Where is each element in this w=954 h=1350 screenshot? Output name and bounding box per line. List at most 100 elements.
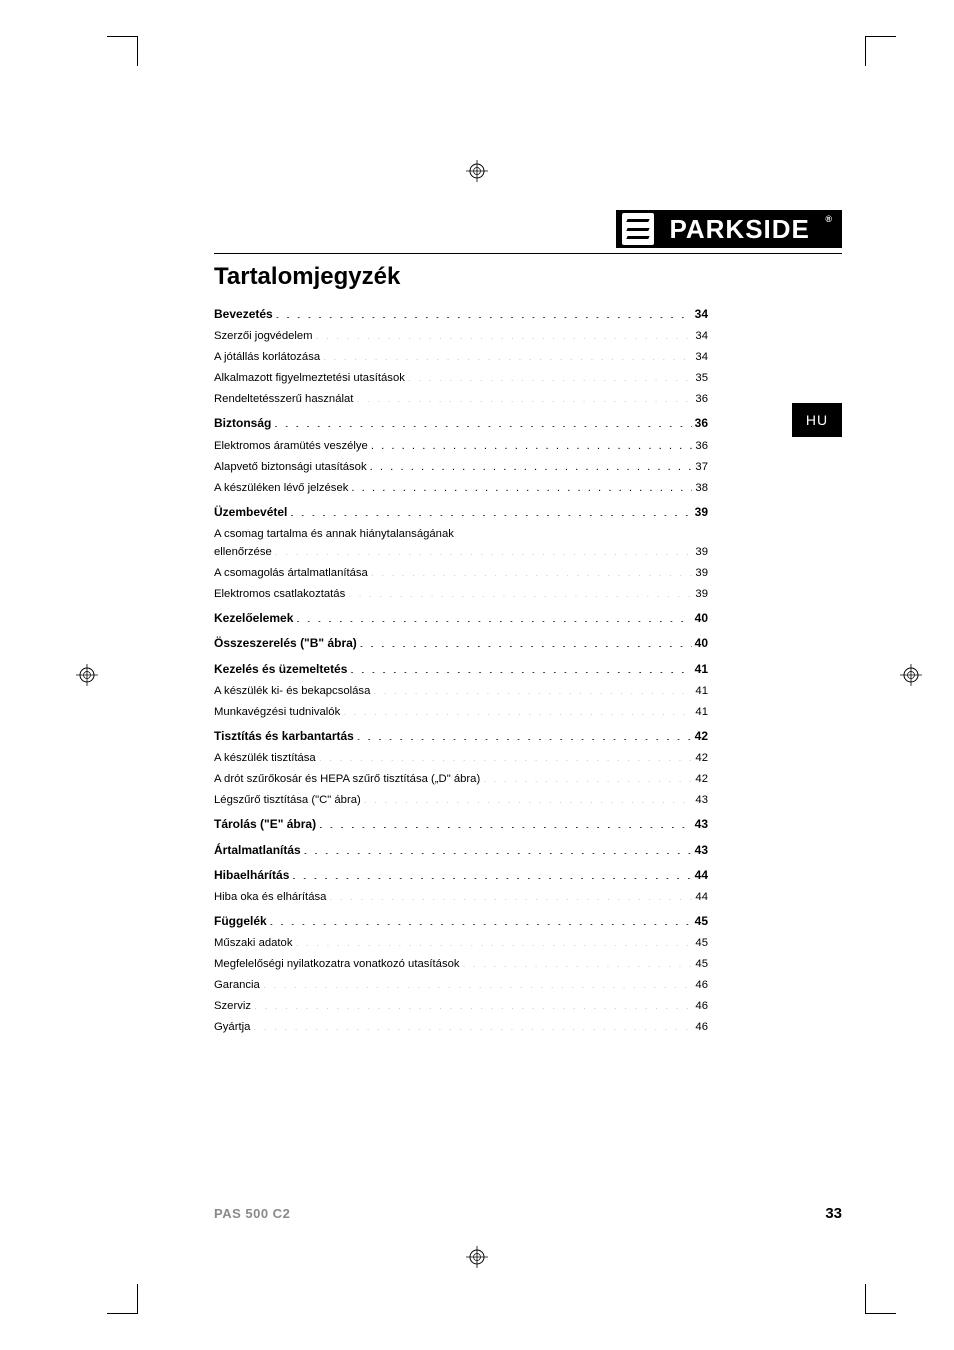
toc-label: Bevezetés <box>214 305 273 324</box>
toc-label: A készülék ki- és bekapcsolása <box>214 682 370 700</box>
toc-entry: A készüléken lévő jelzések 38 <box>214 479 708 497</box>
crop-mark <box>866 36 896 37</box>
toc-page-number: 34 <box>695 348 708 366</box>
toc-label: Munkavégzési tudnivalók <box>214 703 340 721</box>
toc-label: A csomag tartalma és annak hiánytalanság… <box>214 525 708 543</box>
registration-mark-icon <box>466 160 488 182</box>
toc-leader-dots <box>263 977 693 988</box>
registration-mark-icon <box>466 1246 488 1268</box>
toc-leader-dots <box>319 750 693 761</box>
toc-label: A jótállás korlátozása <box>214 348 320 366</box>
toc-entry: A készülék tisztítása 42 <box>214 749 708 767</box>
toc-leader-dots <box>371 437 693 448</box>
toc-leader-dots <box>351 479 692 490</box>
toc-entry: Elektromos csatlakoztatás 39 <box>214 585 708 603</box>
toc-leader-dots <box>360 635 692 647</box>
toc-leader-dots <box>348 586 692 597</box>
toc-entry: Alkalmazott figyelmeztetési utasítások 3… <box>214 369 708 387</box>
toc-entry: A jótállás korlátozása 34 <box>214 348 708 366</box>
toc-entry: Hibaelhárítás 44 <box>214 866 708 885</box>
toc-leader-dots <box>350 661 691 673</box>
crop-mark <box>866 1313 896 1314</box>
toc-label: Műszaki adatok <box>214 934 293 952</box>
toc-leader-dots <box>290 504 691 516</box>
toc-page-number: 34 <box>695 305 708 324</box>
toc-label: A készülék tisztítása <box>214 749 316 767</box>
crop-mark <box>865 1284 866 1314</box>
toc-entry: Elektromos áramütés veszélye 36 <box>214 437 708 455</box>
toc-entry: Szerzői jogvédelem 34 <box>214 327 708 345</box>
registration-mark-icon <box>76 664 98 686</box>
toc-page-number: 34 <box>695 327 708 345</box>
toc-entry: Légszűrő tisztítása ("C" ábra) 43 <box>214 791 708 809</box>
toc-page-number: 35 <box>695 369 708 387</box>
toc-entry: Üzembevétel 39 <box>214 503 708 522</box>
toc-label: Kezelés és üzemeltetés <box>214 660 347 679</box>
toc-page-number: 43 <box>695 815 708 834</box>
toc-page-number: 36 <box>695 390 708 408</box>
toc-entry: A csomag tartalma és annak hiánytalanság… <box>214 525 708 561</box>
toc-entry: A drót szűrőkosár és HEPA szűrő tisztítá… <box>214 770 708 788</box>
toc-page-number: 41 <box>695 703 708 721</box>
toc-entry: Tisztítás és karbantartás 42 <box>214 727 708 746</box>
crop-mark <box>137 36 138 66</box>
toc-leader-dots <box>371 565 693 576</box>
toc-entry: A csomagolás ártalmatlanítása 39 <box>214 564 708 582</box>
language-code: HU <box>806 412 828 428</box>
brand-registered: ® <box>825 214 832 224</box>
toc-leader-dots <box>343 704 692 715</box>
page-footer: PAS 500 C2 33 <box>214 1205 842 1222</box>
toc-label: Légszűrő tisztítása ("C" ábra) <box>214 791 361 809</box>
toc-page-number: 36 <box>695 414 708 433</box>
toc-page-number: 42 <box>695 770 708 788</box>
toc-page-number: 41 <box>695 682 708 700</box>
toc-label: Hiba oka és elhárítása <box>214 888 326 906</box>
crop-mark <box>107 36 137 37</box>
toc-label: Hibaelhárítás <box>214 866 289 885</box>
toc-page-number: 45 <box>695 955 708 973</box>
toc-page-number: 42 <box>695 749 708 767</box>
toc-leader-dots <box>276 306 692 318</box>
footer-model: PAS 500 C2 <box>214 1206 290 1221</box>
toc-entry: Alapvető biztonsági utasítások 37 <box>214 458 708 476</box>
language-tab: HU <box>792 403 842 437</box>
toc-label: Alkalmazott figyelmeztetési utasítások <box>214 369 405 387</box>
page-title: Tartalomjegyzék <box>214 263 708 291</box>
brand-logo: PARKSIDE ® <box>616 210 842 248</box>
toc-leader-dots <box>296 935 693 946</box>
toc-leader-dots <box>364 792 693 803</box>
toc-leader-dots <box>270 913 692 925</box>
toc-page-number: 37 <box>695 458 708 476</box>
toc-entry: Műszaki adatok 45 <box>214 934 708 952</box>
toc-entry: Rendeltetésszerű használat 36 <box>214 390 708 408</box>
toc-leader-dots <box>319 816 692 828</box>
toc-label: Elektromos áramütés veszélye <box>214 437 368 455</box>
toc-label: Megfelelőségi nyilatkozatra vonatkozó ut… <box>214 955 460 973</box>
toc-entry: Megfelelőségi nyilatkozatra vonatkozó ut… <box>214 955 708 973</box>
toc-label: A készüléken lévő jelzések <box>214 479 348 497</box>
toc-entry: Gyártja 46 <box>214 1018 708 1036</box>
toc-page-number: 43 <box>695 841 708 860</box>
toc-page-number: 39 <box>695 585 708 603</box>
toc-leader-dots <box>373 683 692 694</box>
toc-leader-dots <box>292 867 691 879</box>
toc-container: Tartalomjegyzék Bevezetés 34Szerzői jogv… <box>214 263 708 1039</box>
toc-label: Rendeltetésszerű használat <box>214 390 353 408</box>
toc-page-number: 40 <box>695 609 708 628</box>
toc-label: A drót szűrőkosár és HEPA szűrő tisztítá… <box>214 770 480 788</box>
crop-mark <box>865 36 866 66</box>
registration-mark-icon <box>900 664 922 686</box>
toc-leader-dots <box>296 610 691 622</box>
toc-page-number: 46 <box>695 976 708 994</box>
toc-label: Alapvető biztonsági utasítások <box>214 458 367 476</box>
toc-label: Szerviz <box>214 997 251 1015</box>
footer-page-number: 33 <box>825 1205 842 1222</box>
toc-label: Gyártja <box>214 1018 250 1036</box>
toc-entry: Függelék 45 <box>214 912 708 931</box>
toc-label: Ártalmatlanítás <box>214 841 301 860</box>
toc-entry: Szerviz 46 <box>214 997 708 1015</box>
toc-label: A csomagolás ártalmatlanítása <box>214 564 368 582</box>
toc-leader-dots <box>253 1019 692 1030</box>
toc-label: ellenőrzése <box>214 543 272 561</box>
toc-leader-dots <box>483 771 692 782</box>
